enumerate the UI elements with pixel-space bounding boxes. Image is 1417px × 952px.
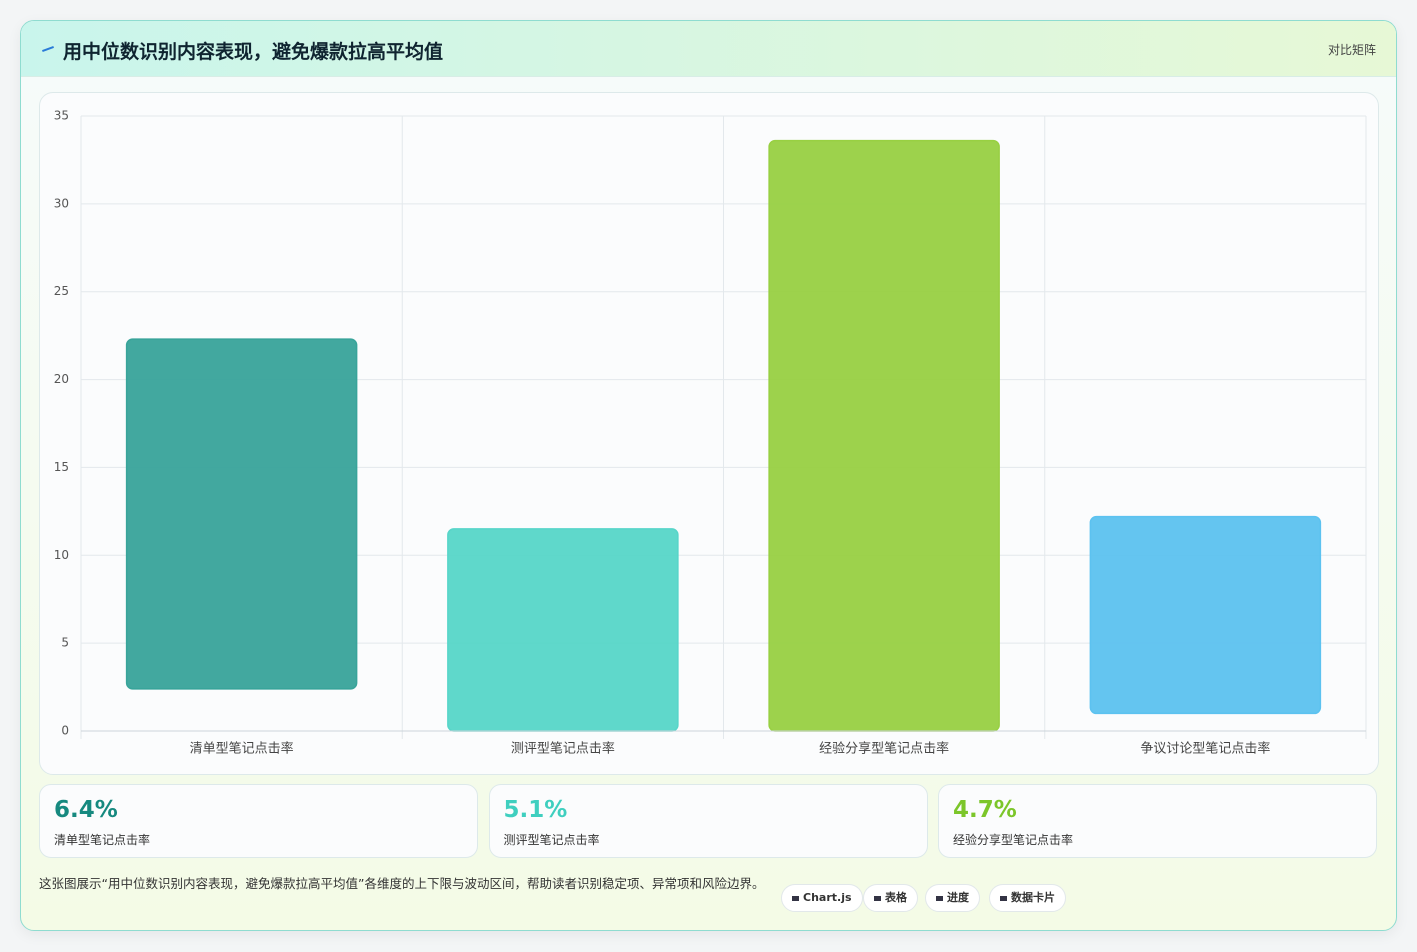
kpi-card: 5.1% 测评型笔记点击率	[488, 784, 928, 858]
header: 用中位数识别内容表现，避免爆款拉高平均值 对比矩阵	[21, 21, 1396, 77]
kpi-label: 经验分享型笔记点击率	[953, 833, 1074, 847]
card: 用中位数识别内容表现，避免爆款拉高平均值 对比矩阵 0 5 10 15 20 25 30 35…	[20, 20, 1397, 931]
kpi-card: 4.7% 经验分享型笔记点击率	[938, 784, 1377, 858]
description: 这张图展示“用中位数识别内容表现，避免爆款拉高平均值”各维度的上下限与波动区间，…	[39, 876, 765, 891]
kpi-value: 4.7%	[953, 797, 1017, 823]
x-tick-label: 测评型笔记点击率	[511, 741, 615, 757]
tag-icon	[792, 895, 799, 901]
title: 用中位数识别内容表现，避免爆款拉高平均值	[63, 41, 444, 63]
x-tick-label: 经验分享型笔记点击率	[819, 741, 949, 757]
tag-icon	[874, 895, 881, 901]
bar	[1089, 515, 1322, 715]
tag[interactable]: 表格	[863, 884, 918, 912]
kpi-label: 清单型笔记点击率	[54, 833, 151, 847]
x-tick-label: 争议讨论型笔记点击率	[1140, 741, 1270, 757]
tag-label: 进度	[947, 891, 969, 904]
y-tick-label: 0	[61, 724, 69, 738]
kpi-label: 测评型笔记点击率	[503, 833, 600, 847]
y-tick-label: 5	[61, 636, 69, 650]
chart-panel: 0 5 10 15 20 25 30 35 清单型笔记点击率 测评型笔记点击率 经验分享型笔记点击率…	[39, 92, 1379, 775]
y-tick-label: 25	[54, 284, 69, 298]
y-tick-label: 10	[54, 548, 69, 562]
tag-icon	[1000, 895, 1007, 901]
y-tick-label: 30	[54, 196, 69, 210]
kpi-value: 5.1%	[503, 797, 568, 823]
tag-label: 表格	[885, 891, 907, 904]
bar	[125, 338, 358, 690]
y-tick-label: 15	[54, 460, 69, 474]
bar	[768, 139, 1000, 732]
kpi-value: 6.4%	[54, 797, 118, 823]
tag[interactable]: Chart.js	[781, 884, 863, 912]
tag-icon	[936, 895, 943, 901]
y-tick-label: 20	[54, 372, 69, 386]
header-icon	[42, 46, 54, 52]
y-tick-label: 35	[54, 109, 69, 123]
x-tick-label: 清单型笔记点击率	[190, 741, 294, 757]
tag-label: Chart.js	[803, 891, 852, 904]
bar	[447, 528, 679, 732]
tag[interactable]: 数据卡片	[989, 884, 1066, 912]
chart: 0 5 10 15 20 25 30 35 清单型笔记点击率 测评型笔记点击率 经验分享型笔记点击率…	[54, 109, 1367, 757]
kpi-card: 6.4% 清单型笔记点击率	[39, 784, 478, 858]
header-action[interactable]: 对比矩阵	[1327, 43, 1376, 57]
tag-label: 数据卡片	[1011, 891, 1055, 904]
tag[interactable]: 进度	[925, 884, 980, 912]
